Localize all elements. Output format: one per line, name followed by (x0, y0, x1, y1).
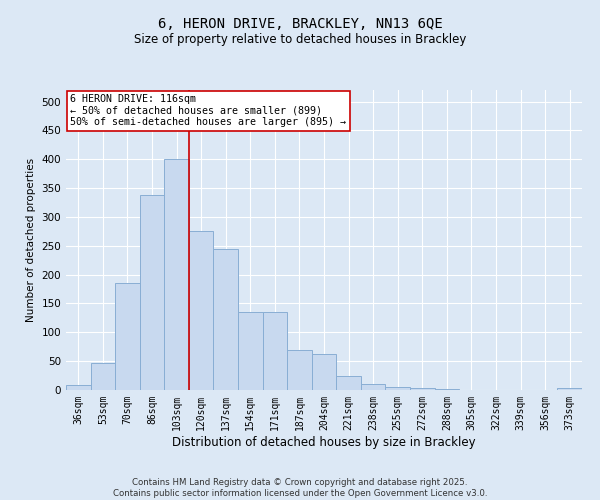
Text: Contains HM Land Registry data © Crown copyright and database right 2025.
Contai: Contains HM Land Registry data © Crown c… (113, 478, 487, 498)
Bar (287, 350, 312, 390)
Bar (410, 388, 434, 390)
Bar (385, 387, 410, 390)
Text: 6 HERON DRIVE: 116sqm
← 50% of detached houses are smaller (899)
50% of semi-det: 6 HERON DRIVE: 116sqm ← 50% of detached … (70, 94, 346, 128)
Bar (263, 312, 287, 390)
Text: 6, HERON DRIVE, BRACKLEY, NN13 6QE: 6, HERON DRIVE, BRACKLEY, NN13 6QE (158, 18, 442, 32)
Bar (91, 364, 115, 390)
Bar (557, 388, 582, 390)
X-axis label: Distribution of detached houses by size in Brackley: Distribution of detached houses by size … (172, 436, 476, 448)
Text: Size of property relative to detached houses in Brackley: Size of property relative to detached ho… (134, 32, 466, 46)
Bar (238, 312, 263, 390)
Bar (164, 159, 189, 390)
Bar (312, 354, 336, 390)
Bar (336, 376, 361, 390)
Bar (189, 232, 214, 390)
Bar (214, 248, 238, 390)
Bar (66, 386, 91, 390)
Bar (115, 284, 140, 390)
Bar (361, 384, 385, 390)
Bar (140, 195, 164, 390)
Y-axis label: Number of detached properties: Number of detached properties (26, 158, 36, 322)
